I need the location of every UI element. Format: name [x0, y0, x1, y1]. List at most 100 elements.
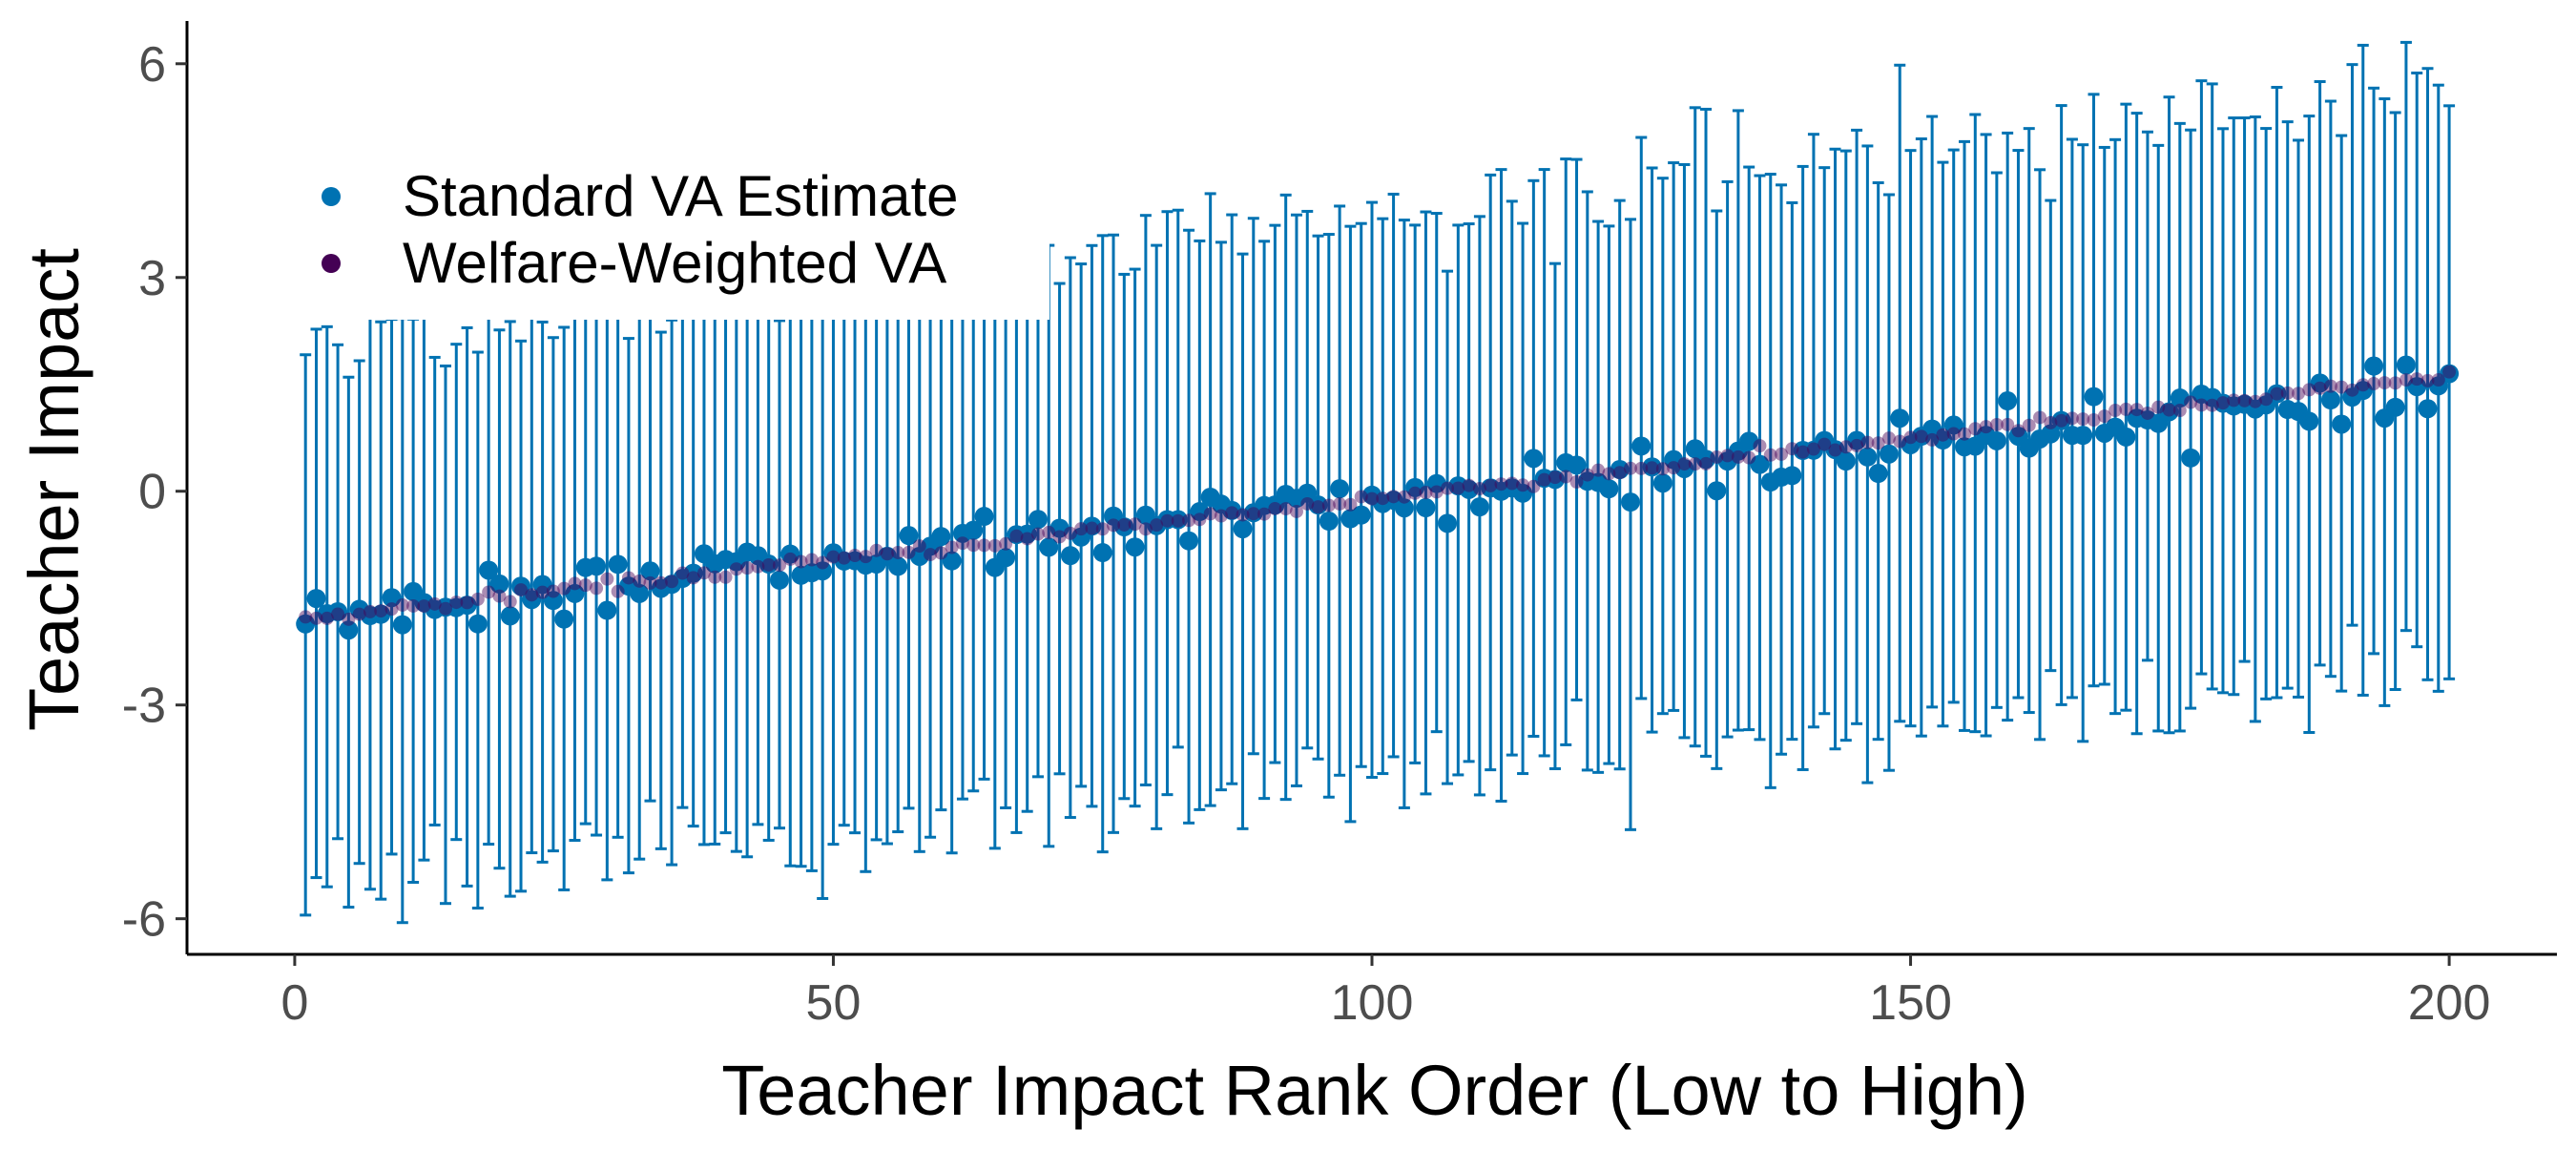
welfare-weighted-va-point — [2259, 392, 2274, 407]
error-bar — [1269, 223, 1281, 764]
welfare-weighted-va-point — [1171, 513, 1185, 528]
welfare-weighted-va-point — [2065, 411, 2079, 426]
welfare-weighted-va-point — [977, 538, 991, 553]
standard-va-point — [1426, 473, 1446, 493]
axes-layer: 0 50 100 150 200 -6 -3 0 3 6 — [122, 21, 2557, 1031]
error-bar — [1485, 173, 1497, 772]
error-bar — [2034, 168, 2046, 742]
error-bar — [1183, 228, 1195, 825]
standard-va-point — [554, 609, 574, 629]
welfare-weighted-va-point — [1257, 507, 1272, 521]
welfare-weighted-va-point — [2044, 415, 2058, 429]
welfare-weighted-va-point — [1677, 457, 1692, 471]
welfare-weighted-va-point — [1063, 526, 1077, 540]
welfare-weighted-va-point — [395, 597, 409, 612]
welfare-weighted-va-point — [643, 575, 657, 590]
welfare-weighted-va-point — [1903, 430, 1918, 445]
welfare-weighted-va-point — [1806, 442, 1820, 456]
welfare-weighted-va-point — [590, 581, 604, 596]
standard-va-point — [1933, 430, 1953, 450]
error-bar — [2195, 79, 2208, 676]
standard-va-point — [2181, 448, 2201, 468]
welfare-weighted-va-point — [2323, 379, 2337, 393]
welfare-weighted-va-point — [2237, 393, 2252, 408]
error-bar — [1969, 113, 1982, 734]
standard-va-point — [1890, 408, 1910, 429]
standard-va-point — [565, 583, 585, 603]
standard-va-point — [1986, 430, 2006, 450]
error-bar — [1258, 240, 1271, 801]
error-bar — [526, 301, 538, 855]
error-bar — [2066, 137, 2078, 700]
welfare-weighted-va-point — [1871, 436, 1885, 450]
welfare-weighted-va-point — [331, 607, 345, 621]
welfare-weighted-va-point — [912, 539, 926, 554]
error-bars-layer — [300, 40, 2456, 925]
error-bar — [2120, 102, 2132, 712]
welfare-weighted-va-point — [1354, 490, 1368, 504]
error-bar — [1247, 217, 1259, 756]
error-bar — [1355, 221, 1367, 768]
error-bar — [300, 353, 312, 917]
standard-va-point — [511, 576, 531, 596]
error-bar — [1851, 128, 1863, 725]
welfare-weighted-va-point — [1527, 479, 1541, 493]
welfare-weighted-va-point — [1462, 478, 1476, 492]
welfare-weighted-va-point — [1397, 490, 1411, 504]
error-bar — [2411, 72, 2423, 649]
welfare-weighted-va-point — [2140, 406, 2154, 420]
welfare-weighted-va-point — [352, 607, 366, 621]
welfare-weighted-va-point — [2335, 380, 2349, 394]
error-bar — [1430, 212, 1443, 734]
standard-va-point — [1943, 415, 1963, 435]
welfare-weighted-va-point — [1107, 518, 1121, 533]
standard-va-point — [1179, 531, 1199, 551]
error-bar — [579, 254, 592, 826]
standard-va-point — [2353, 381, 2373, 401]
welfare-weighted-va-point — [417, 599, 431, 614]
standard-va-point — [1750, 454, 1770, 474]
standard-va-point — [1114, 517, 1134, 537]
error-bar — [569, 279, 581, 843]
welfare-weighted-va-point — [902, 545, 916, 559]
welfare-weighted-va-point — [1419, 486, 1433, 500]
error-bar — [1161, 210, 1174, 797]
welfare-weighted-va-point — [1763, 448, 1777, 462]
x-tick-label: 100 — [1331, 975, 1414, 1031]
welfare-weighted-va-point — [1193, 512, 1207, 527]
standard-va-point — [1330, 479, 1350, 499]
welfare-weighted-va-point — [1569, 474, 1584, 489]
error-bar — [2357, 43, 2369, 697]
error-bar — [644, 305, 656, 803]
standard-va-point — [597, 600, 617, 620]
error-bar — [1700, 107, 1713, 758]
welfare-weighted-va-point — [1710, 450, 1724, 464]
welfare-weighted-va-point — [1020, 532, 1034, 546]
error-bar — [1646, 166, 1658, 734]
welfare-weighted-va-point — [1655, 462, 1670, 476]
error-bar — [2346, 63, 2358, 627]
welfare-weighted-va-point — [1343, 497, 1358, 512]
welfare-weighted-va-point — [1645, 461, 1659, 475]
standard-va-point — [2407, 377, 2427, 397]
standard-va-point — [683, 563, 703, 583]
error-bar — [2098, 145, 2110, 686]
welfare-weighted-va-point — [696, 566, 711, 580]
standard-va-point — [543, 591, 563, 611]
standard-va-point — [1394, 498, 1414, 518]
welfare-weighted-va-point — [966, 538, 981, 553]
welfare-weighted-va-point — [1968, 422, 1983, 436]
welfare-weighted-va-point — [482, 585, 496, 599]
welfare-weighted-va-point — [2215, 396, 2230, 410]
welfare-weighted-va-point — [406, 598, 421, 613]
welfare-weighted-va-point — [1117, 517, 1132, 532]
error-bar — [2238, 116, 2251, 663]
welfare-weighted-va-point — [1429, 485, 1444, 499]
error-bar — [2399, 40, 2412, 633]
standard-va-point — [328, 601, 348, 621]
welfare-weighted-va-point — [2388, 376, 2402, 390]
standard-va-point — [1610, 460, 1630, 480]
welfare-weighted-va-point — [1537, 472, 1551, 487]
legend-label-standard-va: Standard VA Estimate — [403, 164, 959, 228]
error-bar — [1570, 157, 1583, 701]
